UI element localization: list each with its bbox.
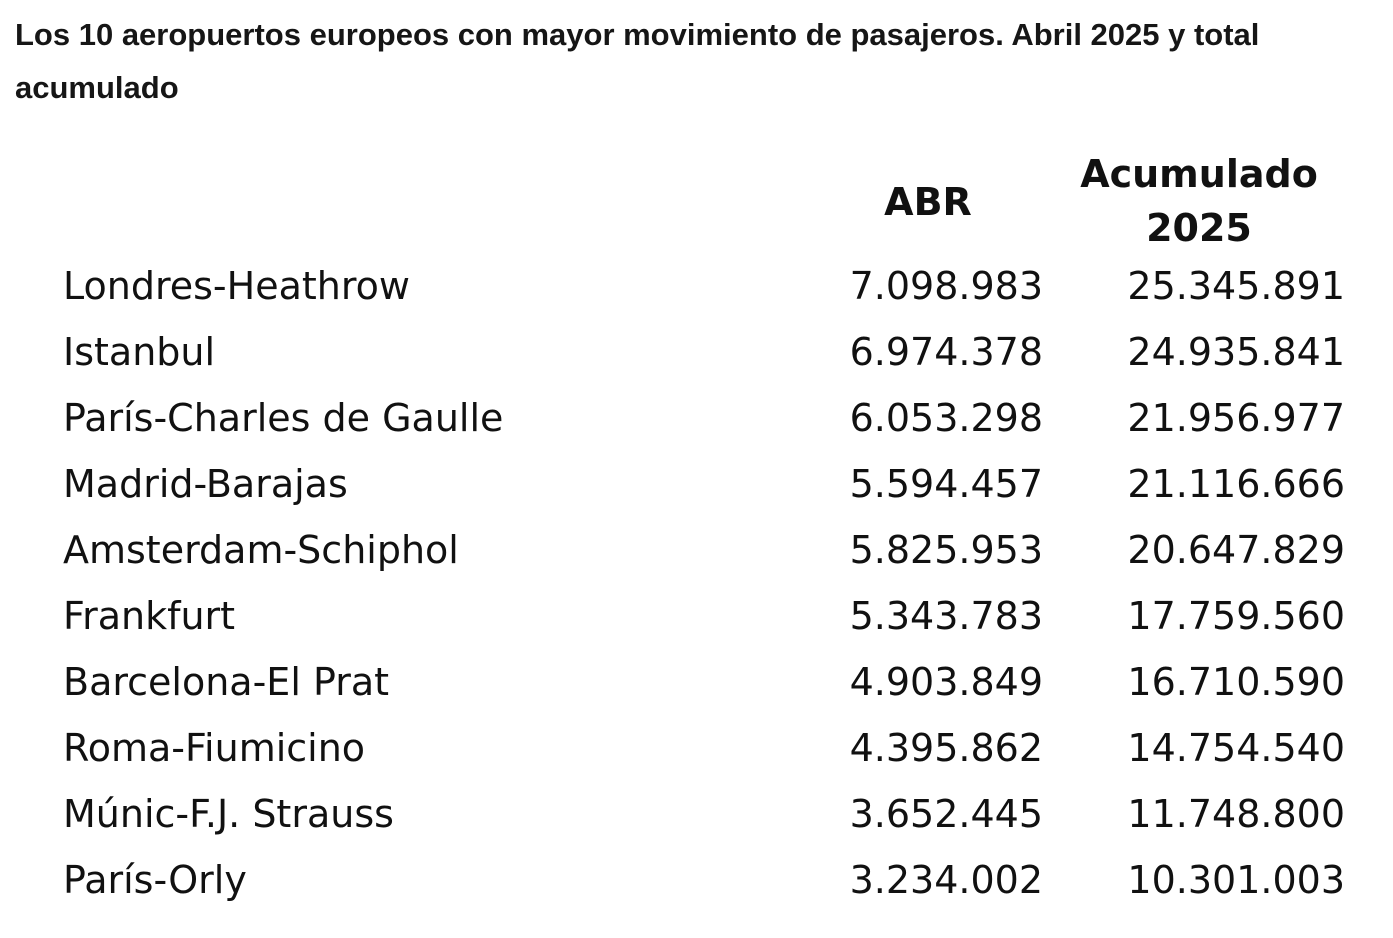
- table-row: Frankfurt 5.343.783 17.759.560: [0, 583, 1393, 649]
- april-passengers: 6.974.378: [849, 330, 1043, 374]
- april-passengers: 5.343.783: [849, 594, 1043, 638]
- accumulated-passengers: 21.956.977: [1127, 396, 1345, 440]
- accumulated-passengers: 14.754.540: [1127, 726, 1345, 770]
- accumulated-passengers: 17.759.560: [1127, 594, 1345, 638]
- table-row: París-Charles de Gaulle 6.053.298 21.956…: [0, 385, 1393, 451]
- april-passengers: 5.594.457: [849, 462, 1043, 506]
- april-passengers: 5.825.953: [849, 528, 1043, 572]
- accumulated-passengers: 25.345.891: [1127, 264, 1345, 308]
- column-header-accumulated-line2: 2025: [1146, 206, 1252, 250]
- airport-name: Amsterdam-Schiphol: [63, 528, 459, 572]
- table-row: Roma-Fiumicino 4.395.862 14.754.540: [0, 715, 1393, 781]
- page-title: Los 10 aeropuertos europeos con mayor mo…: [15, 17, 1260, 105]
- table-row: Istanbul 6.974.378 24.935.841: [0, 319, 1393, 385]
- airport-name: Madrid-Barajas: [63, 462, 348, 506]
- airport-name: Roma-Fiumicino: [63, 726, 366, 770]
- april-passengers: 3.234.002: [849, 858, 1043, 902]
- april-passengers: 7.098.983: [849, 264, 1043, 308]
- airport-name: Barcelona-El Prat: [63, 660, 390, 704]
- april-passengers: 4.903.849: [849, 660, 1043, 704]
- accumulated-passengers: 16.710.590: [1127, 660, 1345, 704]
- table-row: Barcelona-El Prat 4.903.849 16.710.590: [0, 649, 1393, 715]
- column-header-accumulated-line1: Acumulado: [1080, 152, 1318, 196]
- accumulated-passengers: 20.647.829: [1127, 528, 1345, 572]
- accumulated-passengers: 21.116.666: [1127, 462, 1345, 506]
- accumulated-passengers: 11.748.800: [1127, 792, 1345, 836]
- airport-name: Múnic-F.J. Strauss: [63, 792, 394, 836]
- airport-name: Londres-Heathrow: [63, 264, 410, 308]
- table-row: Amsterdam-Schiphol 5.825.953 20.647.829: [0, 517, 1393, 583]
- accumulated-passengers: 24.935.841: [1127, 330, 1345, 374]
- airport-name: París-Orly: [63, 858, 247, 902]
- april-passengers: 6.053.298: [849, 396, 1043, 440]
- airport-name: Istanbul: [63, 330, 216, 374]
- table-row: París-Orly 3.234.002 10.301.003: [0, 847, 1393, 913]
- table-row: Múnic-F.J. Strauss 3.652.445 11.748.800: [0, 781, 1393, 847]
- accumulated-passengers: 10.301.003: [1127, 858, 1345, 902]
- airport-name: París-Charles de Gaulle: [63, 396, 504, 440]
- column-header-accumulated: Acumulado 2025: [1068, 147, 1330, 255]
- april-passengers: 3.652.445: [849, 792, 1043, 836]
- table-row: Londres-Heathrow 7.098.983 25.345.891: [0, 253, 1393, 319]
- airport-name: Frankfurt: [63, 594, 236, 638]
- april-passengers: 4.395.862: [849, 726, 1043, 770]
- column-header-abr: ABR: [884, 180, 972, 224]
- table-row: Madrid-Barajas 5.594.457 21.116.666: [0, 451, 1393, 517]
